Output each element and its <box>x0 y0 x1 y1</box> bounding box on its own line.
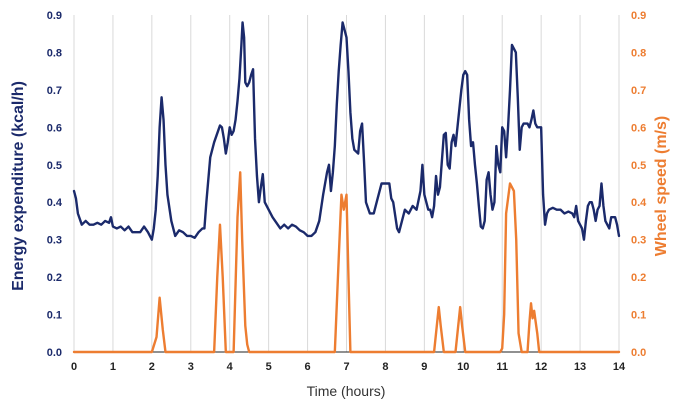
x-tick-label: 9 <box>421 361 427 373</box>
x-tick-label: 7 <box>343 361 349 373</box>
energy-expenditure-line <box>72 21 621 241</box>
left-y-tick-label: 0.2 <box>47 272 62 284</box>
right-y-tick-label: 0.0 <box>631 347 646 359</box>
left-y-tick-label: 0.7 <box>47 85 62 97</box>
right-y-tick-label: 0.4 <box>631 197 647 209</box>
left-axis-title: Energy expenditure (kcal/h) <box>10 81 27 291</box>
left-y-tick-label: 0.4 <box>47 197 63 209</box>
right-y-tick-label: 0.8 <box>631 47 646 59</box>
right-y-tick-label: 0.3 <box>631 235 646 247</box>
x-tick-label: 12 <box>535 361 547 373</box>
x-tick-label: 10 <box>457 361 469 373</box>
wheel-speed-line <box>72 171 621 354</box>
right-axis-title: Wheel speed (m/s) <box>653 116 670 256</box>
x-axis-title: Time (hours) <box>307 383 386 399</box>
series-layer <box>72 21 621 354</box>
x-tick-label: 0 <box>71 361 77 373</box>
left-y-tick-label: 0.6 <box>47 122 62 134</box>
right-y-tick-label: 0.5 <box>631 160 646 172</box>
left-y-tick-label: 0.1 <box>47 310 62 322</box>
x-tick-label: 5 <box>266 361 272 373</box>
x-tick-label: 1 <box>110 361 116 373</box>
left-y-tick-label: 0.0 <box>47 347 62 359</box>
right-y-tick-label: 0.7 <box>631 85 646 97</box>
left-y-tick-label: 0.3 <box>47 235 62 247</box>
x-tick-label: 6 <box>305 361 311 373</box>
x-tick-label: 14 <box>613 361 626 373</box>
left-y-tick-label: 0.9 <box>47 10 62 22</box>
x-tick-label: 8 <box>382 361 388 373</box>
ticks-layer: 0 1 2 3 4 5 6 7 8 9 10 11 12 13 140.00.10.20.30.40.50.… <box>47 10 647 373</box>
right-y-tick-label: 0.6 <box>631 122 646 134</box>
x-tick-label: 3 <box>188 361 194 373</box>
grid-layer <box>73 15 620 352</box>
right-y-tick-label: 0.1 <box>631 310 646 322</box>
right-y-tick-label: 0.2 <box>631 272 646 284</box>
left-y-tick-label: 0.5 <box>47 160 62 172</box>
left-y-tick-label: 0.8 <box>47 47 62 59</box>
x-tick-label: 13 <box>574 361 586 373</box>
x-tick-label: 11 <box>496 361 508 373</box>
right-y-tick-label: 0.9 <box>631 10 646 22</box>
x-tick-label: 4 <box>227 361 234 373</box>
x-tick-label: 2 <box>149 361 155 373</box>
